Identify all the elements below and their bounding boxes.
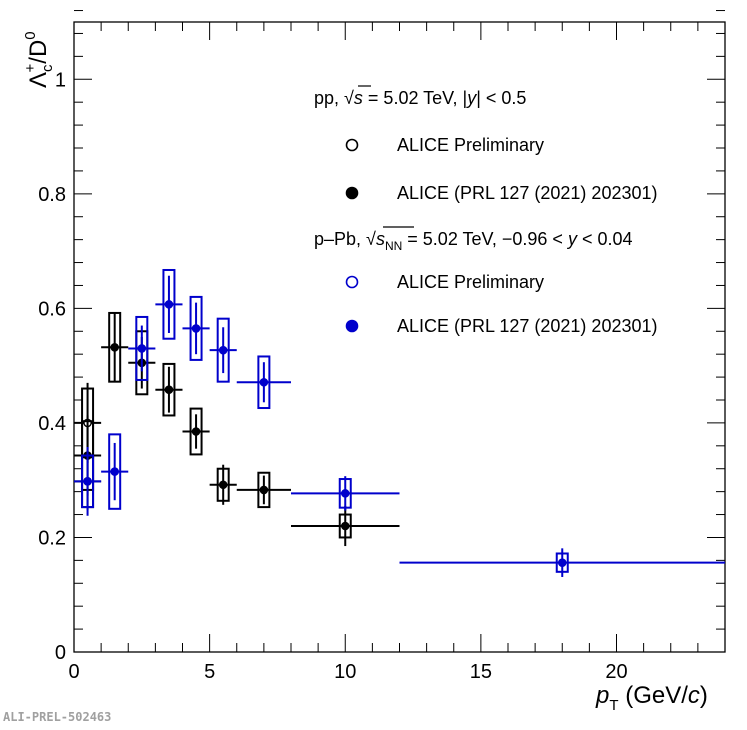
data-point bbox=[164, 300, 174, 309]
data-point bbox=[218, 480, 228, 490]
y-tick-label: 1 bbox=[55, 69, 66, 91]
data-point bbox=[191, 427, 201, 436]
series-3 bbox=[74, 268, 725, 577]
data-point bbox=[218, 345, 228, 355]
x-tick-label: 20 bbox=[605, 661, 627, 683]
data-marks bbox=[74, 268, 725, 577]
plot-frame bbox=[73, 21, 726, 653]
axis-tick-labels: 0 5 10 15 20 0 0.2 0.4 0.6 0.8 1 bbox=[38, 69, 627, 683]
x-tick-label: 0 bbox=[68, 661, 79, 683]
y-tick-label: 0.8 bbox=[38, 184, 66, 206]
x-axis-label: pT (GeV/c) bbox=[595, 682, 708, 714]
data-point bbox=[191, 324, 201, 333]
legend-marker-pp-preliminary bbox=[345, 138, 359, 152]
y-tick-label: 0.2 bbox=[38, 527, 66, 549]
plot-border bbox=[73, 21, 726, 653]
x-tick-label: 5 bbox=[204, 661, 215, 683]
legend-pp-header: pp, √s = 5.02 TeV, |y| < 0.5 bbox=[314, 88, 526, 108]
axis-ticks bbox=[73, 10, 726, 653]
y-tick-label: 0.6 bbox=[38, 298, 66, 320]
data-point bbox=[110, 343, 119, 352]
data-point bbox=[137, 344, 147, 353]
data-point bbox=[557, 558, 567, 567]
y-tick-label: 0 bbox=[55, 642, 66, 664]
legend-marker-ppb-published bbox=[345, 319, 359, 333]
data-point bbox=[83, 477, 92, 486]
x-tick-label: 15 bbox=[470, 661, 492, 683]
data-point bbox=[340, 489, 350, 498]
data-point bbox=[340, 521, 350, 531]
figure-id-watermark: ALI-PREL-502463 bbox=[3, 710, 111, 724]
legend-label-ppb-preliminary: ALICE Preliminary bbox=[397, 272, 544, 292]
legend-label-ppb-published: ALICE (PRL 127 (2021) 202301) bbox=[397, 316, 658, 336]
y-axis-label: Λc+/D0 bbox=[22, 31, 56, 88]
data-point bbox=[259, 377, 269, 387]
legend-label-pp-published: ALICE (PRL 127 (2021) 202301) bbox=[397, 183, 658, 203]
legend-label-pp-preliminary: ALICE Preliminary bbox=[397, 135, 544, 155]
legend-marker-pp-published bbox=[345, 186, 359, 200]
data-point bbox=[110, 467, 119, 476]
legend-marker-ppb-preliminary bbox=[345, 275, 359, 289]
legend: pp, √s = 5.02 TeV, |y| < 0.5 ALICE Preli… bbox=[314, 85, 658, 336]
data-point bbox=[259, 485, 269, 495]
legend-ppb-header: p–Pb, √sNN = 5.02 TeV, −0.96 < y < 0.04 bbox=[314, 229, 632, 253]
x-tick-label: 10 bbox=[334, 661, 356, 683]
y-tick-label: 0.4 bbox=[38, 413, 66, 435]
series-1 bbox=[74, 311, 400, 547]
data-point bbox=[164, 385, 174, 394]
